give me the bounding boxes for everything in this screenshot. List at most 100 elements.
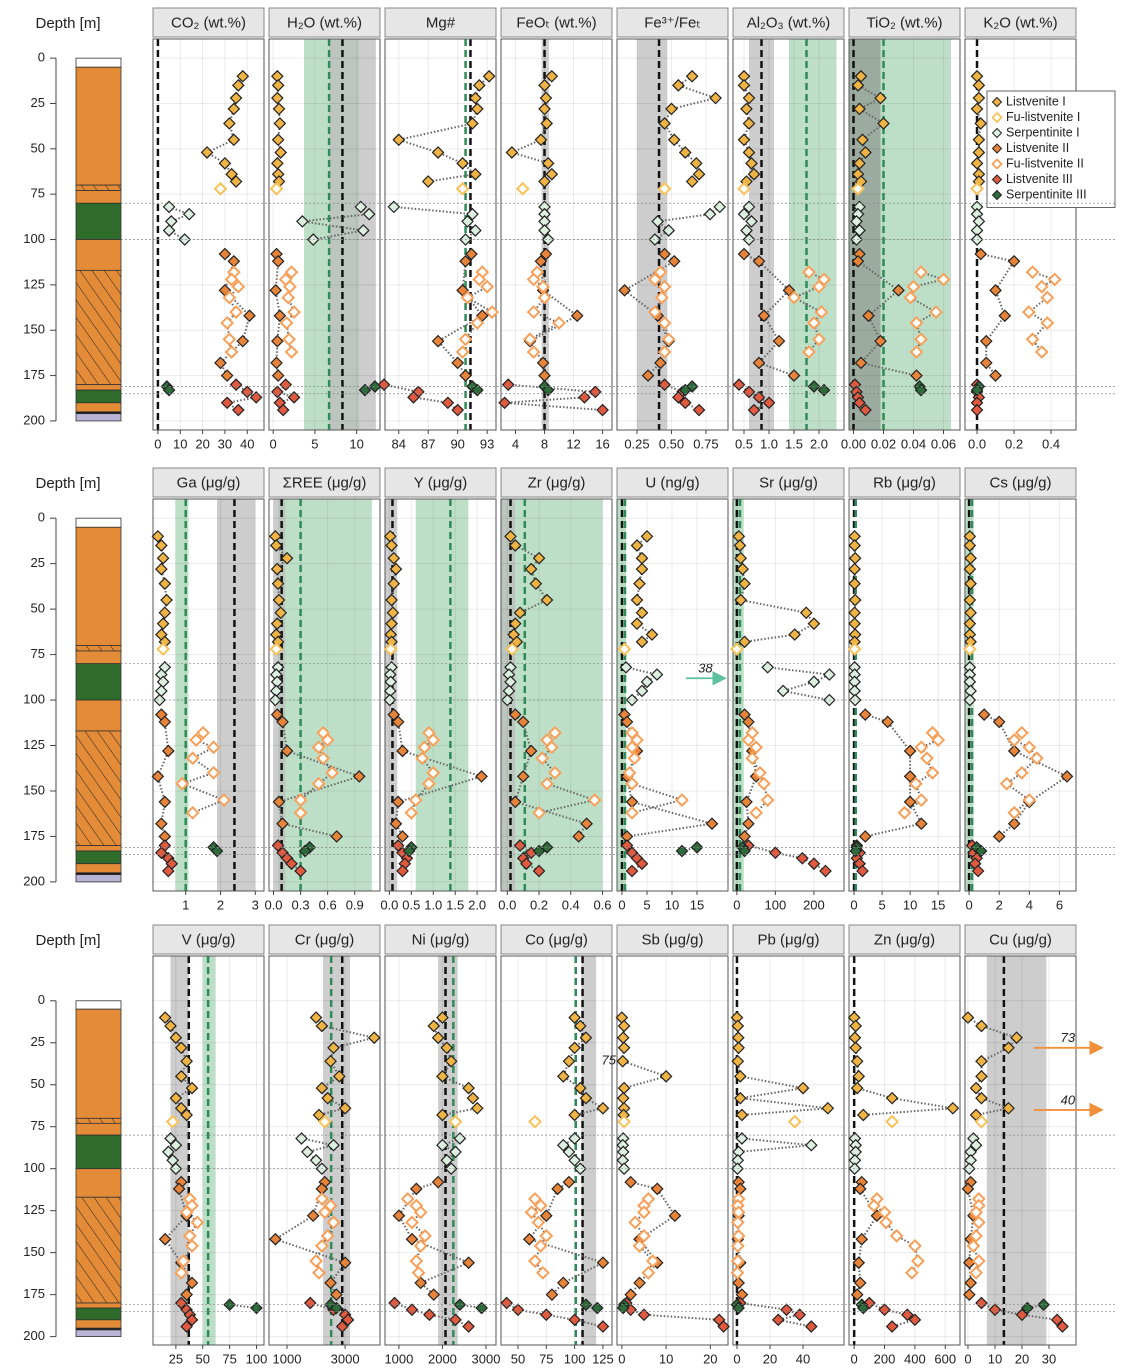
lithology-unit: [75, 1000, 122, 1010]
panel-border: [964, 38, 1077, 431]
data-point: [453, 1132, 467, 1145]
reference-band: [636, 39, 668, 430]
panel-frame: [501, 39, 612, 430]
data-point: [386, 606, 400, 620]
data-point: [250, 1301, 263, 1315]
data-point: [850, 1288, 864, 1301]
data-point: [749, 805, 764, 820]
data-point: [914, 817, 928, 831]
data-point: [362, 207, 376, 221]
data-point: [579, 1091, 593, 1105]
x-tick-label: 16: [595, 436, 609, 451]
panel-title: Al₂O₃ (wt.%): [747, 14, 831, 31]
lithology-unit: [75, 239, 122, 271]
x-tick-label: 0.2: [530, 897, 548, 912]
data-point: [657, 316, 672, 330]
data-point: [964, 577, 977, 591]
data-point: [272, 593, 286, 607]
data-point: [914, 383, 928, 397]
data-point: [404, 805, 419, 820]
data-point: [853, 102, 866, 116]
data-point: [455, 345, 470, 359]
data-point: [661, 332, 676, 347]
x-tick-label: 0.3: [292, 897, 310, 912]
x-tick-label: 75: [222, 1351, 236, 1366]
data-point: [158, 577, 172, 591]
y-tick-label: 150: [23, 782, 45, 797]
x-tick-label: 10: [903, 897, 917, 912]
data-point: [385, 539, 398, 552]
data-point: [633, 1276, 646, 1290]
legend-label: Listvenite II: [1006, 141, 1069, 155]
x-tick-label: 0.0: [968, 436, 986, 451]
data-point: [709, 91, 722, 105]
data-point: [180, 1108, 193, 1122]
legend-marker: [991, 158, 1003, 170]
data-point: [977, 708, 991, 721]
lithology-unit: [75, 645, 122, 652]
data-point: [320, 1228, 335, 1243]
data-point: [588, 385, 602, 399]
panel-border: [152, 38, 265, 431]
x-tick-label: 2000: [428, 1351, 457, 1366]
x-tick-label: 40: [796, 1351, 810, 1366]
panel-border: [616, 38, 729, 431]
panel-title: Ni (μg/g): [412, 931, 470, 948]
data-point: [678, 383, 692, 397]
data-point: [903, 744, 917, 758]
data-point: [914, 265, 928, 280]
data-point: [185, 1276, 199, 1290]
data-point: [1014, 725, 1029, 740]
data-point: [417, 740, 432, 755]
data-point: [850, 233, 863, 246]
data-point: [738, 844, 751, 858]
panel-header: [732, 7, 845, 38]
data-point: [862, 309, 875, 323]
data-point: [568, 1108, 581, 1122]
panel-title: Sr (μg/g): [759, 474, 818, 491]
data-point: [624, 1288, 638, 1301]
data-point: [327, 1138, 340, 1152]
panel-frame: [849, 499, 960, 891]
data-point: [878, 1303, 891, 1317]
series-line: [633, 1198, 654, 1274]
data-point: [321, 1091, 335, 1105]
data-point: [338, 1101, 352, 1115]
data-point: [662, 224, 676, 237]
series-line: [156, 536, 168, 643]
data-point: [508, 539, 522, 552]
data-point: [651, 215, 665, 228]
x-tick-label: 20: [703, 1351, 717, 1366]
data-point: [625, 776, 639, 791]
data-point: [460, 290, 475, 305]
data-point: [385, 593, 398, 607]
panel-header: [964, 924, 1077, 955]
data-point: [971, 864, 985, 878]
panel-border: [964, 498, 1077, 892]
data-point: [524, 744, 538, 758]
data-point: [436, 1108, 449, 1122]
data-point: [529, 577, 543, 591]
data-point: [279, 316, 294, 330]
series-line: [432, 1016, 479, 1116]
x-tick-label: 8: [541, 436, 548, 451]
data-point: [552, 316, 566, 330]
x-tick-label: 4: [512, 436, 519, 451]
x-tick-label: 5: [643, 897, 650, 912]
data-point: [737, 207, 751, 221]
data-point: [730, 1265, 745, 1280]
data-point: [742, 715, 755, 729]
data-point: [1034, 345, 1049, 359]
panel-border: [500, 955, 613, 1346]
lithology-unit: [75, 1168, 122, 1198]
series-line: [663, 75, 720, 183]
data-point: [164, 1019, 177, 1033]
panel-title: K₂O (wt.%): [983, 14, 1057, 31]
data-point: [155, 846, 168, 860]
panel-header: [616, 467, 729, 498]
lithology-unit: [75, 730, 122, 846]
data-point: [1007, 254, 1021, 268]
data-point: [532, 844, 546, 858]
data-point: [703, 207, 717, 221]
